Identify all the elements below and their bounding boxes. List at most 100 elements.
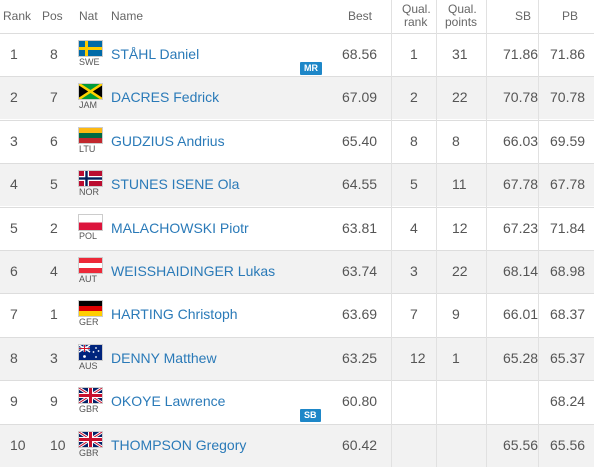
table-row[interactable]: 1 8 SWE STÅHL Daniel MR 68.56 1 31 71.86 71.86 (0, 33, 594, 76)
personal-best-cell: 65.56 (550, 436, 586, 453)
aut-flag-icon (79, 258, 102, 273)
season-best-cell: 66.01 (503, 306, 539, 323)
best-mark-cell: 60.80 (342, 393, 378, 410)
qual-points-cell: 31 (452, 46, 468, 62)
header-name[interactable]: Name (111, 9, 144, 23)
position-cell: 7 (50, 89, 58, 106)
position-cell: 6 (50, 132, 58, 149)
table-row[interactable]: 6 4 AUT WEISSHAIDINGER Lukas 63.74 3 22 68.14 68… (0, 250, 594, 293)
season-best-cell: 65.28 (503, 349, 539, 366)
qual-rank-cell: 8 (410, 132, 418, 149)
best-mark-cell: 60.42 (342, 436, 378, 453)
header-qual-rank-line2[interactable]: rank (404, 15, 428, 29)
personal-best-cell: 70.78 (550, 89, 586, 106)
header-qual-points-line2[interactable]: points (445, 15, 478, 29)
qual-rank-cell: 4 (410, 219, 418, 236)
column-divider (486, 0, 487, 467)
qual-points-cell: 22 (452, 263, 468, 279)
country-code: LTU (79, 143, 96, 154)
athlete-name-link[interactable]: STÅHL Daniel (111, 46, 200, 62)
season-best-cell: 71.86 (503, 46, 539, 62)
header-best[interactable]: Best (348, 9, 373, 23)
personal-best-cell: 71.86 (550, 46, 586, 62)
position-cell: 4 (50, 263, 58, 279)
athlete-name-link[interactable]: MALACHOWSKI Piotr (111, 219, 249, 236)
position-cell: 9 (50, 393, 58, 410)
position-cell: 5 (50, 176, 58, 193)
column-divider (538, 0, 539, 467)
qual-points-cell: 8 (452, 132, 460, 149)
header-pb[interactable]: PB (562, 9, 579, 23)
athlete-name-link[interactable]: HARTING Christoph (111, 306, 238, 323)
country-code: JAM (79, 100, 97, 111)
athlete-name-link[interactable]: STUNES ISENE Ola (111, 176, 240, 193)
personal-best-cell: 65.37 (550, 349, 586, 366)
column-divider (436, 0, 437, 467)
best-mark-cell: 63.81 (342, 219, 378, 236)
table-row[interactable]: 7 1 GER HARTING Christoph 63.69 7 9 66.01 68.37 (0, 293, 594, 337)
header-qual-rank-line1[interactable]: Qual. (402, 2, 431, 16)
season-best-cell: 66.03 (503, 132, 539, 149)
personal-best-cell: 71.84 (550, 219, 586, 236)
best-mark-cell: 68.56 (342, 46, 378, 62)
nor-flag-icon (79, 171, 102, 187)
table-header: Rank Pos Nat Name Best Qual. rank Qual. … (0, 0, 594, 33)
season-best-cell: 67.78 (503, 176, 539, 193)
country-code: NOR (79, 187, 99, 198)
gbr-flag-icon (79, 388, 102, 404)
country-code: GBR (79, 404, 99, 415)
header-pos[interactable]: Pos (42, 9, 63, 23)
swe-flag-icon (79, 41, 102, 56)
best-mark-cell: 63.69 (342, 306, 378, 323)
rank-cell: 6 (10, 263, 18, 279)
ltu-flag-icon (79, 127, 102, 143)
table-row[interactable]: 10 10 GBR THOMPSON Gregory 60.42 65.56 65.56 (0, 423, 594, 467)
rank-cell: 7 (10, 306, 18, 323)
qual-points-cell: 12 (452, 219, 468, 236)
athlete-name-link[interactable]: DENNY Matthew (111, 349, 217, 366)
personal-best-cell: 68.37 (550, 306, 586, 323)
table-row[interactable]: 3 6 LTU GUDZIUS Andrius 65.40 8 8 66.03 69.59 (0, 119, 594, 163)
qual-rank-cell: 5 (410, 176, 418, 193)
athlete-name-link[interactable]: DACRES Fedrick (111, 89, 220, 106)
athlete-name-link[interactable]: THOMPSON Gregory (111, 436, 247, 453)
rank-cell: 8 (10, 349, 18, 366)
header-sb[interactable]: SB (515, 9, 532, 23)
rank-cell: 2 (10, 89, 18, 106)
table-row[interactable]: 4 5 NOR STUNES ISENE Ola 64.55 5 11 67.78 67.78 (0, 163, 594, 207)
athlete-name-link[interactable]: OKOYE Lawrence (111, 393, 226, 410)
table-row[interactable]: 8 3 AUS DENNY Matthew 63.25 12 1 65.28 65.37 (0, 336, 594, 380)
qual-rank-cell: 3 (410, 263, 418, 279)
table-row[interactable]: 2 7 JAM DACRES Fedrick 67.09 2 22 70.78 70.78 (0, 76, 594, 120)
gbr-flag-icon (79, 431, 102, 447)
jam-flag-icon (79, 84, 102, 100)
qual-points-cell: 22 (452, 89, 468, 106)
qual-rank-cell: 12 (410, 349, 426, 366)
header-nat[interactable]: Nat (79, 9, 98, 23)
table-row[interactable]: 9 9 GBR OKOYE Lawrence SB 60.80 68.24 (0, 380, 594, 424)
ger-flag-icon (79, 301, 102, 317)
season-best-cell: 70.78 (503, 89, 539, 106)
best-mark-cell: 67.09 (342, 89, 378, 106)
record-badge: SB (300, 409, 321, 423)
header-rank[interactable]: Rank (3, 9, 32, 23)
athlete-name-link[interactable]: WEISSHAIDINGER Lukas (111, 263, 276, 279)
pol-flag-icon (79, 214, 102, 230)
rank-cell: 1 (10, 46, 18, 62)
rank-cell: 4 (10, 176, 18, 193)
athlete-name-link[interactable]: GUDZIUS Andrius (111, 132, 225, 149)
position-cell: 8 (50, 46, 58, 62)
personal-best-cell: 67.78 (550, 176, 586, 193)
country-code: AUS (79, 360, 98, 371)
best-mark-cell: 63.25 (342, 349, 378, 366)
rank-cell: 10 (10, 436, 26, 453)
season-best-cell: 68.14 (503, 263, 539, 279)
best-mark-cell: 64.55 (342, 176, 378, 193)
column-divider (391, 0, 392, 467)
position-cell: 3 (50, 349, 58, 366)
best-mark-cell: 65.40 (342, 132, 378, 149)
position-cell: 1 (50, 306, 58, 323)
table-row[interactable]: 5 2 POL MALACHOWSKI Piotr 63.81 4 12 67.23 71.84 (0, 206, 594, 250)
header-qual-points-line1[interactable]: Qual. (448, 2, 477, 16)
